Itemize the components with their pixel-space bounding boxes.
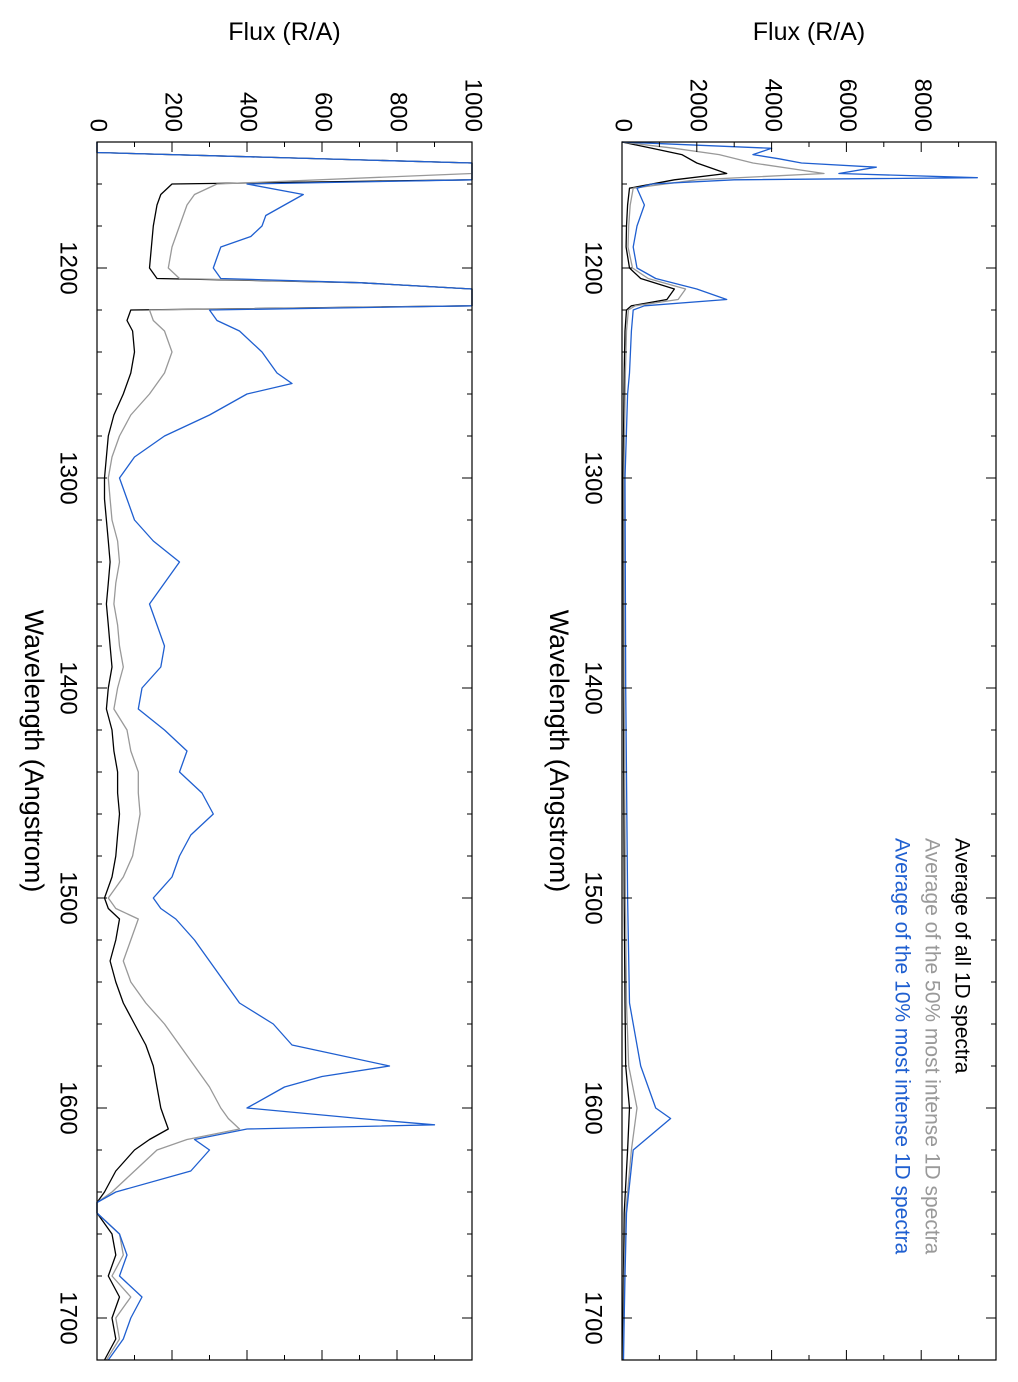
y-tick-label: 200 xyxy=(160,92,187,132)
y-tick-label: 600 xyxy=(310,92,337,132)
series-line-average-of-all-1d-spectra xyxy=(621,141,728,1361)
y-tick-label: 800 xyxy=(385,92,412,132)
y-axis-title: Flux (R/A) xyxy=(753,18,866,46)
x-tick-label: 1300 xyxy=(55,451,82,504)
series-line-blue xyxy=(96,142,473,1361)
x-axis-title: Wavelength (Angstrom) xyxy=(544,610,574,893)
left-panel-chart: 1200 1300 1400 1500 1600 1700 0 200 400 600 800 100… xyxy=(19,18,487,1361)
x-tick-label: 1300 xyxy=(580,451,607,504)
y-tick-label: 8000 xyxy=(909,79,936,132)
y-tick-label: 1000 xyxy=(460,79,487,132)
series-line-average-of-the-50-most-intense-1d-spectra xyxy=(621,141,825,1361)
x-tick-label: 1200 xyxy=(580,241,607,294)
x-tick-label: 1400 xyxy=(55,661,82,714)
x-tick-label: 1200 xyxy=(55,241,82,294)
legend: Average of all 1D spectra Average of the … xyxy=(890,838,973,1255)
x-axis-title: Wavelength (Angstrom) xyxy=(19,610,49,893)
y-tick-label: 0 xyxy=(610,119,637,132)
y-tick-label: 2000 xyxy=(684,79,711,132)
legend-entry: Average of all 1D spectra xyxy=(950,838,973,1074)
y-tick-label: 0 xyxy=(85,119,112,132)
x-tick-label: 1700 xyxy=(580,1291,607,1344)
series-line-black xyxy=(96,142,473,1361)
y-axis-title: Flux (R/A) xyxy=(228,18,341,46)
legend-entry: Average of the 10% most intense 1D spect… xyxy=(890,838,913,1255)
right-panel-chart: 1200 1300 1400 1500 1600 1700 0 2000 4000 6000 800… xyxy=(544,18,997,1361)
legend-entry: Average of the 50% most intense 1D spect… xyxy=(920,838,943,1255)
plot-frame xyxy=(96,141,473,1361)
series-line-average-of-the-10-most-intense-1d-spectra xyxy=(621,141,978,1361)
y-tick-label: 6000 xyxy=(834,79,861,132)
x-tick-label: 1700 xyxy=(55,1291,82,1344)
x-tick-label: 1500 xyxy=(580,871,607,924)
y-tick-label: 400 xyxy=(235,92,262,132)
x-tick-label: 1600 xyxy=(580,1081,607,1134)
x-tick-label: 1400 xyxy=(580,661,607,714)
x-tick-label: 1600 xyxy=(55,1081,82,1134)
y-tick-label: 4000 xyxy=(759,79,786,132)
x-tick-label: 1500 xyxy=(55,871,82,924)
series-line-gray xyxy=(96,142,473,1361)
